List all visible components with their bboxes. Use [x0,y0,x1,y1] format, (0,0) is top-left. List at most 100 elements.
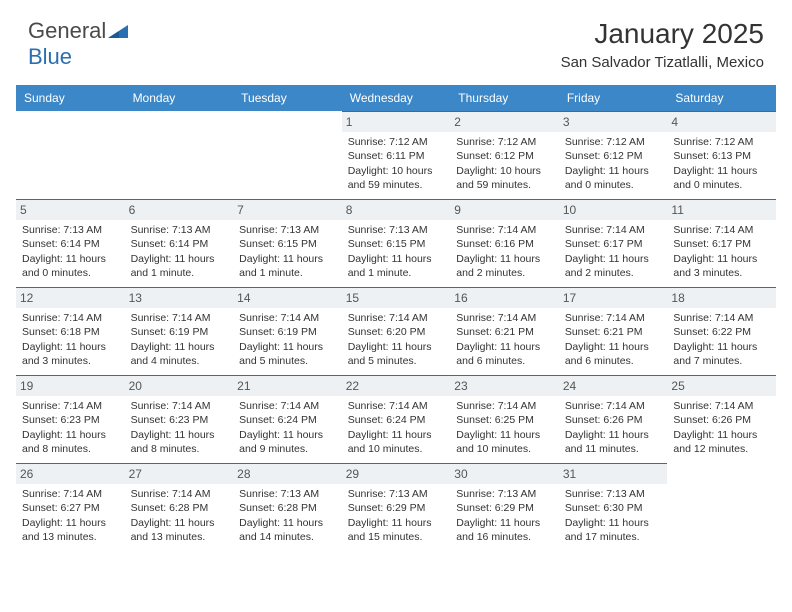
sunset-text: Sunset: 6:19 PM [239,325,336,339]
day-cell: 15Sunrise: 7:14 AMSunset: 6:20 PMDayligh… [342,287,451,375]
sunrise-text: Sunrise: 7:14 AM [456,311,553,325]
sunset-text: Sunset: 6:24 PM [348,413,445,427]
sunrise-text: Sunrise: 7:14 AM [22,399,119,413]
sunset-text: Sunset: 6:13 PM [673,149,770,163]
daylight-text: Daylight: 11 hours and 3 minutes. [673,252,770,280]
day-number: 9 [450,199,559,220]
sunrise-text: Sunrise: 7:14 AM [131,311,228,325]
day-cell: 3Sunrise: 7:12 AMSunset: 6:12 PMDaylight… [559,111,668,199]
day-cell: 24Sunrise: 7:14 AMSunset: 6:26 PMDayligh… [559,375,668,463]
sunrise-text: Sunrise: 7:14 AM [131,487,228,501]
day-number: 2 [450,111,559,132]
day-number: 4 [667,111,776,132]
day-cell: 8Sunrise: 7:13 AMSunset: 6:15 PMDaylight… [342,199,451,287]
day-number: 13 [125,287,234,308]
sunset-text: Sunset: 6:11 PM [348,149,445,163]
sunrise-text: Sunrise: 7:14 AM [673,223,770,237]
daylight-text: Daylight: 10 hours and 59 minutes. [348,164,445,192]
sunset-text: Sunset: 6:16 PM [456,237,553,251]
day-cell: 5Sunrise: 7:13 AMSunset: 6:14 PMDaylight… [16,199,125,287]
sunset-text: Sunset: 6:28 PM [239,501,336,515]
sunset-text: Sunset: 6:17 PM [673,237,770,251]
day-number: 23 [450,375,559,396]
sunrise-text: Sunrise: 7:13 AM [456,487,553,501]
day-number: 29 [342,463,451,484]
sunset-text: Sunset: 6:20 PM [348,325,445,339]
sunrise-text: Sunrise: 7:13 AM [131,223,228,237]
sunrise-text: Sunrise: 7:13 AM [22,223,119,237]
daylight-text: Daylight: 11 hours and 2 minutes. [565,252,662,280]
daylight-text: Daylight: 11 hours and 6 minutes. [565,340,662,368]
day-number: 28 [233,463,342,484]
logo-text-general: General [28,18,106,44]
sunset-text: Sunset: 6:29 PM [456,501,553,515]
title-block: January 2025 San Salvador Tizatlalli, Me… [561,18,764,71]
sunrise-text: Sunrise: 7:14 AM [22,311,119,325]
day-cell: 9Sunrise: 7:14 AMSunset: 6:16 PMDaylight… [450,199,559,287]
day-header-row: Sunday Monday Tuesday Wednesday Thursday… [16,85,776,111]
day-cell: 22Sunrise: 7:14 AMSunset: 6:24 PMDayligh… [342,375,451,463]
day-cell: 2Sunrise: 7:12 AMSunset: 6:12 PMDaylight… [450,111,559,199]
day-number: 6 [125,199,234,220]
week-row: 5Sunrise: 7:13 AMSunset: 6:14 PMDaylight… [16,199,776,287]
sunset-text: Sunset: 6:12 PM [456,149,553,163]
sunrise-text: Sunrise: 7:14 AM [22,487,119,501]
day-number: 22 [342,375,451,396]
location: San Salvador Tizatlalli, Mexico [561,54,764,71]
sunset-text: Sunset: 6:29 PM [348,501,445,515]
sunrise-text: Sunrise: 7:14 AM [565,223,662,237]
sunset-text: Sunset: 6:22 PM [673,325,770,339]
daylight-text: Daylight: 11 hours and 13 minutes. [131,516,228,544]
daylight-text: Daylight: 11 hours and 10 minutes. [456,428,553,456]
day-cell: 18Sunrise: 7:14 AMSunset: 6:22 PMDayligh… [667,287,776,375]
daylight-text: Daylight: 10 hours and 59 minutes. [456,164,553,192]
calendar: Sunday Monday Tuesday Wednesday Thursday… [16,85,776,551]
day-cell: 11Sunrise: 7:14 AMSunset: 6:17 PMDayligh… [667,199,776,287]
sunset-text: Sunset: 6:27 PM [22,501,119,515]
daylight-text: Daylight: 11 hours and 4 minutes. [131,340,228,368]
daylight-text: Daylight: 11 hours and 1 minute. [131,252,228,280]
sunset-text: Sunset: 6:18 PM [22,325,119,339]
day-number: 31 [559,463,668,484]
dayhead-saturday: Saturday [667,85,776,111]
day-cell: 7Sunrise: 7:13 AMSunset: 6:15 PMDaylight… [233,199,342,287]
daylight-text: Daylight: 11 hours and 5 minutes. [348,340,445,368]
week-row: 12Sunrise: 7:14 AMSunset: 6:18 PMDayligh… [16,287,776,375]
daylight-text: Daylight: 11 hours and 7 minutes. [673,340,770,368]
dayhead-wednesday: Wednesday [342,85,451,111]
day-number: 30 [450,463,559,484]
day-number: 8 [342,199,451,220]
day-number: 10 [559,199,668,220]
day-number: 20 [125,375,234,396]
day-number: 14 [233,287,342,308]
day-cell: 27Sunrise: 7:14 AMSunset: 6:28 PMDayligh… [125,463,234,551]
daylight-text: Daylight: 11 hours and 9 minutes. [239,428,336,456]
day-cell: 26Sunrise: 7:14 AMSunset: 6:27 PMDayligh… [16,463,125,551]
sunrise-text: Sunrise: 7:12 AM [565,135,662,149]
day-cell: 12Sunrise: 7:14 AMSunset: 6:18 PMDayligh… [16,287,125,375]
sunrise-text: Sunrise: 7:14 AM [673,311,770,325]
day-number: 17 [559,287,668,308]
logo: General [28,18,130,44]
logo-triangle-icon [108,23,130,39]
daylight-text: Daylight: 11 hours and 0 minutes. [673,164,770,192]
day-number: 5 [16,199,125,220]
sunset-text: Sunset: 6:23 PM [131,413,228,427]
sunset-text: Sunset: 6:12 PM [565,149,662,163]
day-cell: 14Sunrise: 7:14 AMSunset: 6:19 PMDayligh… [233,287,342,375]
day-cell: 30Sunrise: 7:13 AMSunset: 6:29 PMDayligh… [450,463,559,551]
header: General January 2025 San Salvador Tizatl… [0,0,792,77]
sunset-text: Sunset: 6:17 PM [565,237,662,251]
day-cell: 20 Sunrise: 7:14 AMSunset: 6:23 PMDayligh… [125,375,234,463]
sunrise-text: Sunrise: 7:14 AM [131,399,228,413]
sunrise-text: Sunrise: 7:14 AM [456,399,553,413]
daylight-text: Daylight: 11 hours and 0 minutes. [565,164,662,192]
sunrise-text: Sunrise: 7:14 AM [565,311,662,325]
dayhead-sunday: Sunday [16,85,125,111]
day-cell: 16Sunrise: 7:14 AMSunset: 6:21 PMDayligh… [450,287,559,375]
sunset-text: Sunset: 6:28 PM [131,501,228,515]
sunrise-text: Sunrise: 7:14 AM [348,311,445,325]
daylight-text: Daylight: 11 hours and 8 minutes. [131,428,228,456]
dayhead-tuesday: Tuesday [233,85,342,111]
sunset-text: Sunset: 6:14 PM [131,237,228,251]
